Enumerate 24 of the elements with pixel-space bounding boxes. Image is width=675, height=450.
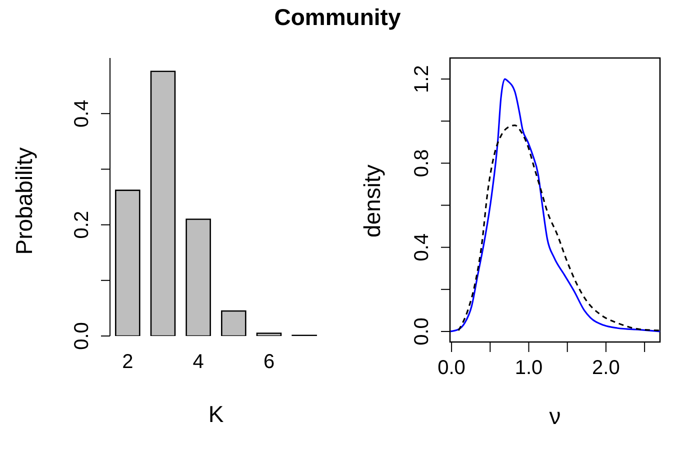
y-tick-label: 0.4: [71, 100, 94, 128]
x-tick-label: 4: [192, 351, 204, 374]
x-axis-title: K: [208, 401, 224, 427]
bar: [115, 190, 140, 336]
x-tick-label: 0.0: [438, 357, 466, 380]
x-tick-label: 2: [122, 351, 134, 374]
y-axis-title: Probability: [11, 146, 37, 257]
x-tick-label: 2.0: [592, 357, 620, 380]
y-tick-label: 0.2: [71, 210, 94, 239]
bar: [186, 218, 211, 336]
x-tick-label: 6: [263, 351, 275, 374]
bar: [150, 70, 176, 336]
bar: [256, 332, 282, 336]
line-series: [450, 78, 660, 332]
y-axis-title: density: [359, 164, 385, 240]
y-tick-label: 1.2: [411, 65, 434, 93]
chart-title: Community: [273, 4, 402, 31]
bar: [221, 310, 246, 336]
y-tick-label: 0.0: [71, 322, 94, 350]
y-tick-label: 0.0: [411, 318, 434, 346]
y-tick-label: 0.4: [411, 233, 434, 262]
x-tick-label: 1.0: [514, 357, 543, 380]
y-tick-label: 0.8: [411, 149, 434, 178]
x-axis-title: ν: [549, 403, 561, 429]
